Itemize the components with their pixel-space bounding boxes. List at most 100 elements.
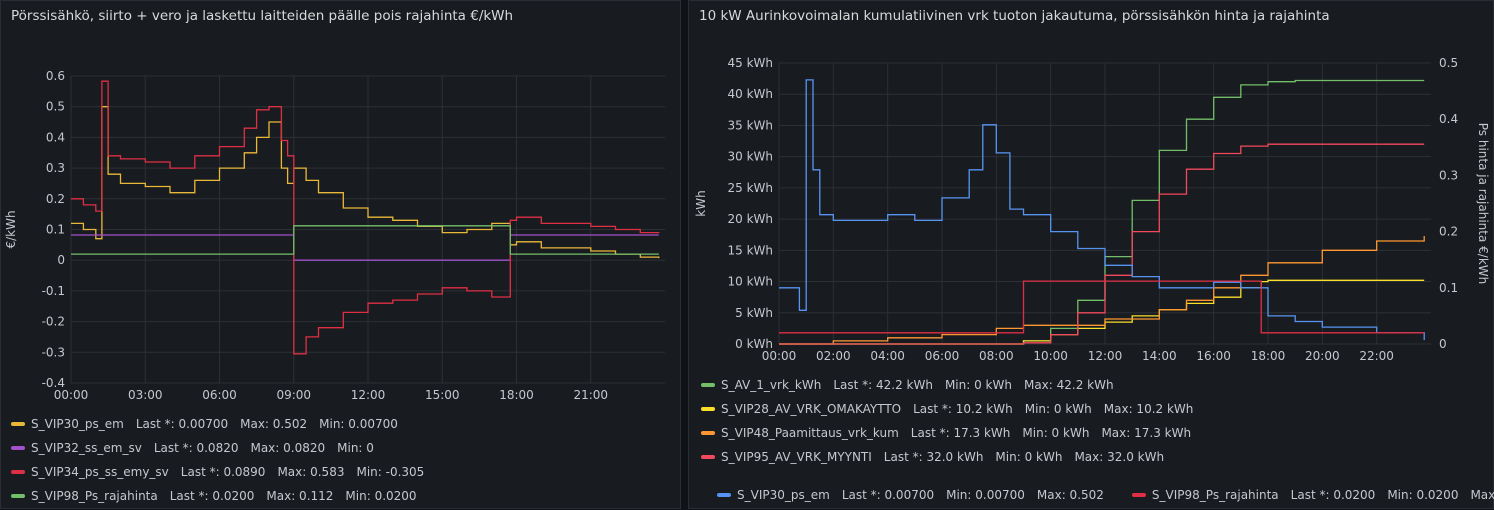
x-tick-label: 12:00	[351, 388, 386, 402]
legend-series-name: S_VIP48_Paamittaus_vrk_kum	[721, 426, 899, 440]
legend-stat: Min: 0.0200	[1387, 488, 1459, 502]
legend-series-name: S_VIP28_AV_VRK_OMAKAYTTO	[721, 402, 902, 416]
y-axis-title: €/kWh	[4, 210, 18, 248]
y-tick-label: 0.2	[46, 192, 65, 206]
y-tick-label: 0.1	[46, 223, 65, 237]
legend-stat: Min: 0.00700	[319, 417, 398, 431]
x-tick-label: 12:00	[1088, 349, 1123, 363]
series-line-S_VIP30_ps_em	[779, 79, 1425, 341]
series-line-S_VIP98_Ps_rajahinta	[71, 225, 659, 255]
y-tick-label: -0.3	[42, 345, 65, 359]
legend-stat: Last *: 17.3 kWh	[910, 426, 1011, 440]
series-line-S_VIP30_ps_em	[71, 106, 660, 259]
legend-series-name: S_VIP98_Ps_rajahinta	[31, 489, 158, 503]
legend-color-swatch	[701, 431, 715, 435]
panel-title[interactable]: Pörssisähkö, siirto + vero ja laskettu l…	[11, 8, 514, 24]
y-tick-label: 5 kWh	[735, 306, 773, 320]
legend-stat: Last *: 0.00700	[841, 488, 935, 502]
legend-stat: Min: 0	[337, 441, 374, 455]
legend-color-swatch	[701, 407, 715, 411]
legend-stat: Min: 0.00700	[946, 488, 1025, 502]
x-tick-label: 04:00	[870, 349, 905, 363]
legend-stat: Min: 0 kWh	[1024, 402, 1092, 416]
x-tick-label: 15:00	[425, 388, 460, 402]
x-tick-label: 06:00	[202, 388, 237, 402]
x-tick-label: 20:00	[1305, 349, 1340, 363]
legend-stat: Last *: 10.2 kWh	[913, 402, 1013, 416]
y-right-axis-title: Ps hinta ja rajahinta €/kWh	[1476, 123, 1490, 285]
legend-series-name: S_VIP30_ps_em	[31, 417, 124, 431]
y-tick-label: 30 kWh	[727, 150, 773, 164]
legend-item[interactable]: S_VIP30_ps_em Last *: 0.00700 Min: 0.00700…	[717, 483, 1110, 507]
y-tick-label: 0.3	[46, 161, 65, 175]
x-tick-label: 18:00	[1251, 349, 1286, 363]
x-tick-label: 00:00	[54, 388, 89, 402]
legend-series-name: S_AV_1_vrk_kWh	[721, 378, 822, 392]
legend-series-name: S_VIP95_AV_VRK_MYYNTI	[721, 450, 872, 464]
legend-series-name: S_VIP98_Ps_rajahinta	[1151, 488, 1279, 502]
legend-stat: Max: 0.502	[240, 417, 308, 431]
y-tick-label: -0.4	[42, 376, 65, 390]
legend-color-swatch	[11, 446, 25, 450]
legend-stat: Min: 0 kWh	[995, 450, 1063, 464]
legend-stat: Min: -0.305	[356, 465, 425, 479]
legend-stat: Last *: 0.0200	[169, 489, 255, 503]
y-tick-label: 40 kWh	[727, 87, 773, 101]
y-tick-label: -0.1	[42, 284, 65, 298]
y-tick-label: 25 kWh	[727, 181, 773, 195]
x-tick-label: 18:00	[499, 388, 534, 402]
legend-series-name: S_VIP32_ss_em_sv	[31, 441, 142, 455]
x-tick-label: 00:00	[762, 349, 797, 363]
panel-solar-chart: 10 kW Aurinkovoimalan kumulatiivinen vrk…	[688, 0, 1494, 509]
legend-item[interactable]: S_VIP98_Ps_rajahinta Last *: 0.0200 Max: 0…	[11, 484, 430, 508]
x-tick-label: 08:00	[979, 349, 1014, 363]
y-tick-label: 0.6	[46, 69, 65, 83]
legend-item[interactable]: S_VIP34_ps_ss_emy_sv Last *: 0.0890 Max: 0…	[11, 460, 430, 484]
x-tick-label: 09:00	[276, 388, 311, 402]
series-line-S_AV_1_vrk_kWh	[779, 79, 1425, 345]
legend-stat: Max: 17.3 kWh	[1101, 426, 1192, 440]
x-tick-label: 06:00	[925, 349, 960, 363]
legend-item[interactable]: S_VIP98_Ps_rajahinta Last *: 0.0200 Min: 0…	[1131, 483, 1494, 507]
x-tick-label: 03:00	[128, 388, 163, 402]
legend: S_AV_1_vrk_kWh Last *: 42.2 kWh Min: 0 kWh…	[701, 373, 1199, 469]
y-tick-label: 10 kWh	[727, 275, 773, 289]
solar-chart-svg: 45 kWh 40 kWh 35 kWh 30 kWh 25 kWh 20 kWh 15 k…	[694, 56, 1490, 363]
panel-price-chart: Pörssisähkö, siirto + vero ja laskettu l…	[0, 0, 681, 509]
legend-series-name: S_VIP30_ps_em	[737, 488, 830, 502]
series-line-S_VIP34_ps_ss_emy_sv	[71, 80, 660, 355]
legend-color-swatch	[701, 455, 715, 459]
legend-stat: Min: 0.0200	[345, 489, 417, 503]
legend-stat: Max: 42.2 kWh	[1023, 378, 1114, 392]
panel-title[interactable]: 10 kW Aurinkovoimalan kumulatiivinen vrk…	[699, 8, 1330, 24]
legend-item[interactable]: S_VIP30_ps_em Last *: 0.00700 Max: 0.502 Mi…	[11, 412, 430, 436]
legend-color-swatch	[11, 422, 25, 426]
y-right-tick-label: 0.4	[1439, 112, 1458, 126]
y-right-tick-label: 0.3	[1439, 168, 1458, 182]
y-tick-label: 0.4	[46, 130, 65, 144]
legend-color-swatch	[701, 383, 715, 387]
x-tick-label: 16:00	[1196, 349, 1231, 363]
y-tick-label: 0	[57, 253, 65, 267]
legend-stat: Max: 0.112	[1470, 488, 1494, 502]
legend-color-swatch	[11, 470, 25, 474]
y-right-tick-label: 0.2	[1439, 225, 1458, 239]
legend-stat: Max: 10.2 kWh	[1103, 402, 1194, 416]
legend: S_VIP30_ps_em Last *: 0.00700 Max: 0.502 Mi…	[11, 412, 430, 508]
legend-item[interactable]: S_VIP95_AV_VRK_MYYNTI Last *: 32.0 kWh Min…	[701, 445, 1199, 469]
x-tick-label: 10:00	[1033, 349, 1068, 363]
y-axis-title: kWh	[694, 190, 708, 216]
legend-item[interactable]: S_VIP28_AV_VRK_OMAKAYTTO Last *: 10.2 kWh…	[701, 397, 1199, 421]
legend-item[interactable]: S_VIP32_ss_em_sv Last *: 0.0820 Max: 0.082…	[11, 436, 430, 460]
y-right-tick-label: 0	[1439, 337, 1447, 351]
legend-item[interactable]: S_VIP48_Paamittaus_vrk_kum Last *: 17.3 k…	[701, 421, 1199, 445]
legend-stat: Max: 0.112	[266, 489, 334, 503]
y-tick-label: -0.2	[42, 315, 65, 329]
y-right-tick-label: 0.5	[1439, 56, 1458, 70]
y-tick-label: 35 kWh	[727, 118, 773, 132]
y-tick-label: 0.5	[46, 100, 65, 114]
y-right-tick-label: 0.1	[1439, 281, 1458, 295]
legend-item[interactable]: S_AV_1_vrk_kWh Last *: 42.2 kWh Min: 0 kWh…	[701, 373, 1199, 397]
legend-stat: Max: 0.0820	[250, 441, 326, 455]
price-chart-svg: 0.6 0.5 0.4 0.3 0.2 0.1 0 -0.1 -0.2 -0.3 -0.400:00…	[4, 69, 665, 402]
